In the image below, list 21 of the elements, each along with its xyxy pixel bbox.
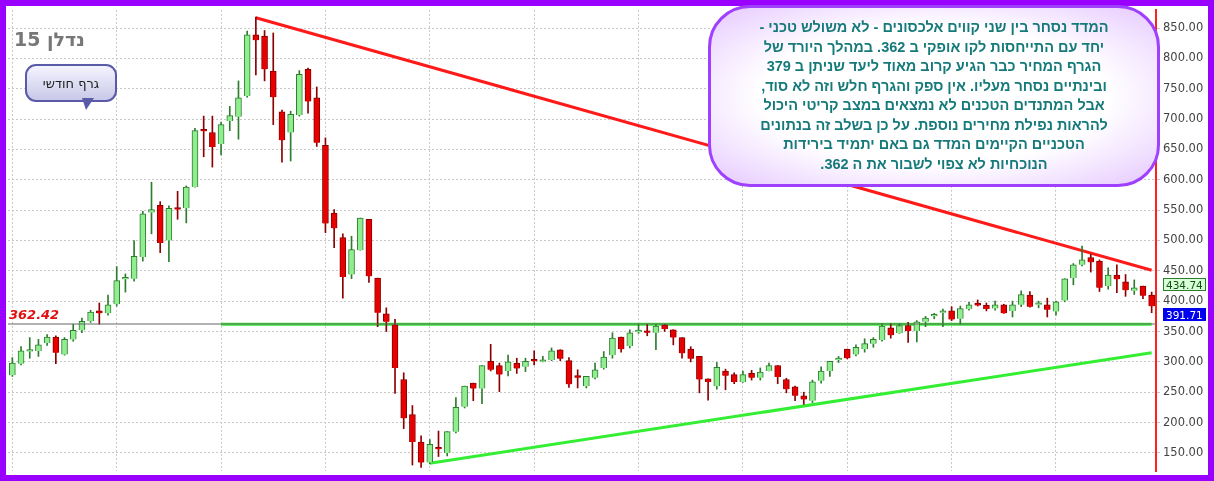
y-tick-label: 300.00 xyxy=(1163,353,1204,368)
text: נדלן 15 xyxy=(14,28,85,50)
y-tick-label: 850.00 xyxy=(1163,20,1204,35)
y-tick-label: 700.00 xyxy=(1163,111,1204,126)
y-tick-label: 800.00 xyxy=(1163,50,1204,65)
y-tick-label: 750.00 xyxy=(1163,80,1204,95)
y-tick-label: 550.00 xyxy=(1163,202,1204,217)
y-tick-label: 500.00 xyxy=(1163,232,1204,247)
y-tick-label: 250.00 xyxy=(1163,384,1204,399)
callout-box: המדד נסחר בין שני קווים אלכסונים - לא משולש טכני - יחד עם התייחסות לקו אופקי ב 362. במהלך היורד של הגרף המחיר כבר הגיע קרוב מאוד ליעד שניתן ב 379 ובינתיים נסחר מעליו. אין ספק והגרף חלש וזה לא סוד, אבל המתנדים הטכנים לא נמצאים במצב קריטי היכול להראות נפילת מחירים נוספת. על כן בשלב זה בנתונים הטכניים הקיימים המדד גם באם יתמיד בירידות הנוכחיות לא צפוי לשבור את ה 362. xyxy=(708,5,1160,187)
speech-bubble: גרף חודשי xyxy=(25,64,117,102)
y-tick-label: 400.00 xyxy=(1163,293,1204,308)
ref-line-label: 362.42 xyxy=(9,306,60,322)
y-tick-label: 450.00 xyxy=(1163,262,1204,277)
y-tick-label: 200.00 xyxy=(1163,414,1204,429)
text: 391.71 xyxy=(1163,308,1206,321)
y-tick-label: 150.00 xyxy=(1163,444,1204,459)
y-tick-label: 650.00 xyxy=(1163,141,1204,156)
y-tick-label: 600.00 xyxy=(1163,171,1204,186)
text: 434.74 xyxy=(1163,278,1206,291)
y-tick-label: 350.00 xyxy=(1163,323,1204,338)
